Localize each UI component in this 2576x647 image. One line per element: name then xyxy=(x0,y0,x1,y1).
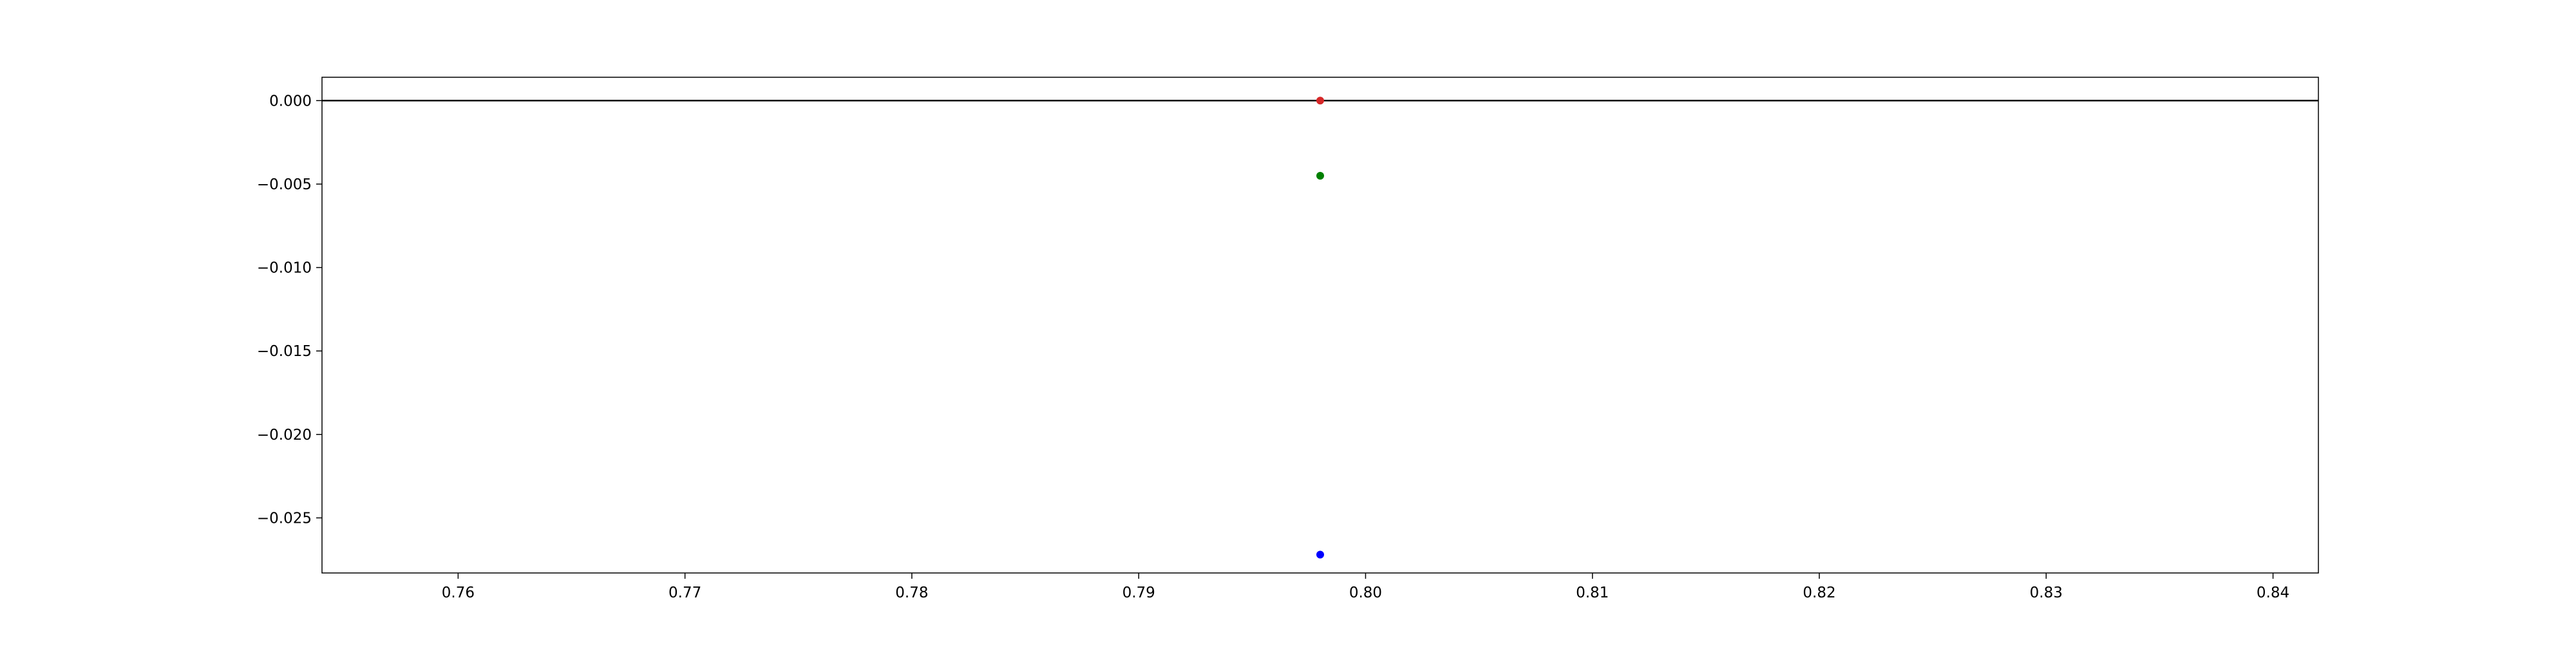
x-tick-label: 0.77 xyxy=(668,585,701,601)
x-tick-label: 0.76 xyxy=(442,585,475,601)
y-tick-label: −0.020 xyxy=(257,427,312,444)
x-tick-label: 0.83 xyxy=(2030,585,2063,601)
x-tick-label: 0.78 xyxy=(895,585,928,601)
data-point xyxy=(1316,97,1324,105)
y-tick-label: −0.025 xyxy=(257,510,312,527)
y-tick-label: −0.005 xyxy=(257,176,312,193)
x-tick-label: 0.84 xyxy=(2257,585,2289,601)
y-tick-label: −0.015 xyxy=(257,343,312,360)
data-point xyxy=(1316,171,1324,180)
data-point xyxy=(1316,550,1324,559)
x-tick-label: 0.82 xyxy=(1803,585,1835,601)
plot-area xyxy=(321,77,2319,574)
x-tick-label: 0.80 xyxy=(1349,585,1382,601)
x-tick-label: 0.81 xyxy=(1576,585,1609,601)
y-tick-label: 0.000 xyxy=(269,93,312,109)
x-tick-label: 0.79 xyxy=(1122,585,1155,601)
y-tick-label: −0.010 xyxy=(257,260,312,277)
